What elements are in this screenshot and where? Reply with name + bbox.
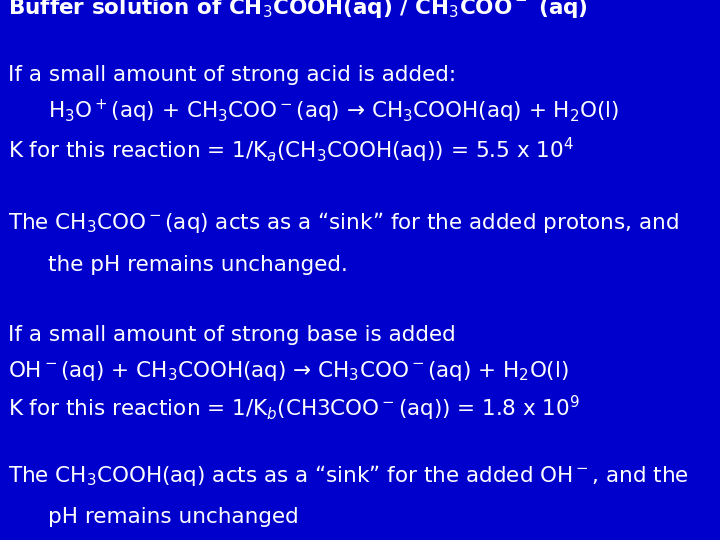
Text: the pH remains unchanged.: the pH remains unchanged. [48,255,348,275]
Text: The CH$_3$COOH(aq) acts as a “sink” for the added OH$^-$, and the: The CH$_3$COOH(aq) acts as a “sink” for … [8,463,689,488]
Text: K for this reaction = 1/K$_a$(CH$_3$COOH(aq)) = 5.5 x 10$^4$: K for this reaction = 1/K$_a$(CH$_3$COOH… [8,136,574,165]
Text: Buffer solution of CH$_3$COOH(aq) / CH$_3$COO$^-$ (aq): Buffer solution of CH$_3$COOH(aq) / CH$_… [8,0,588,20]
Text: pH remains unchanged: pH remains unchanged [48,507,299,527]
Text: K for this reaction = 1/K$_b$(CH3COO$^-$(aq)) = 1.8 x 10$^9$: K for this reaction = 1/K$_b$(CH3COO$^-$… [8,394,580,423]
Text: If a small amount of strong acid is added:: If a small amount of strong acid is adde… [8,65,456,85]
Text: The CH$_3$COO$^-$(aq) acts as a “sink” for the added protons, and: The CH$_3$COO$^-$(aq) acts as a “sink” f… [8,210,679,235]
Text: If a small amount of strong base is added: If a small amount of strong base is adde… [8,325,456,345]
Text: OH$^-$(aq) + CH$_3$COOH(aq) → CH$_3$COO$^-$(aq) + H$_2$O(l): OH$^-$(aq) + CH$_3$COOH(aq) → CH$_3$COO$… [8,359,569,383]
Text: H$_3$O$^+$(aq) + CH$_3$COO$^-$(aq) → CH$_3$COOH(aq) + H$_2$O(l): H$_3$O$^+$(aq) + CH$_3$COO$^-$(aq) → CH$… [48,98,619,125]
